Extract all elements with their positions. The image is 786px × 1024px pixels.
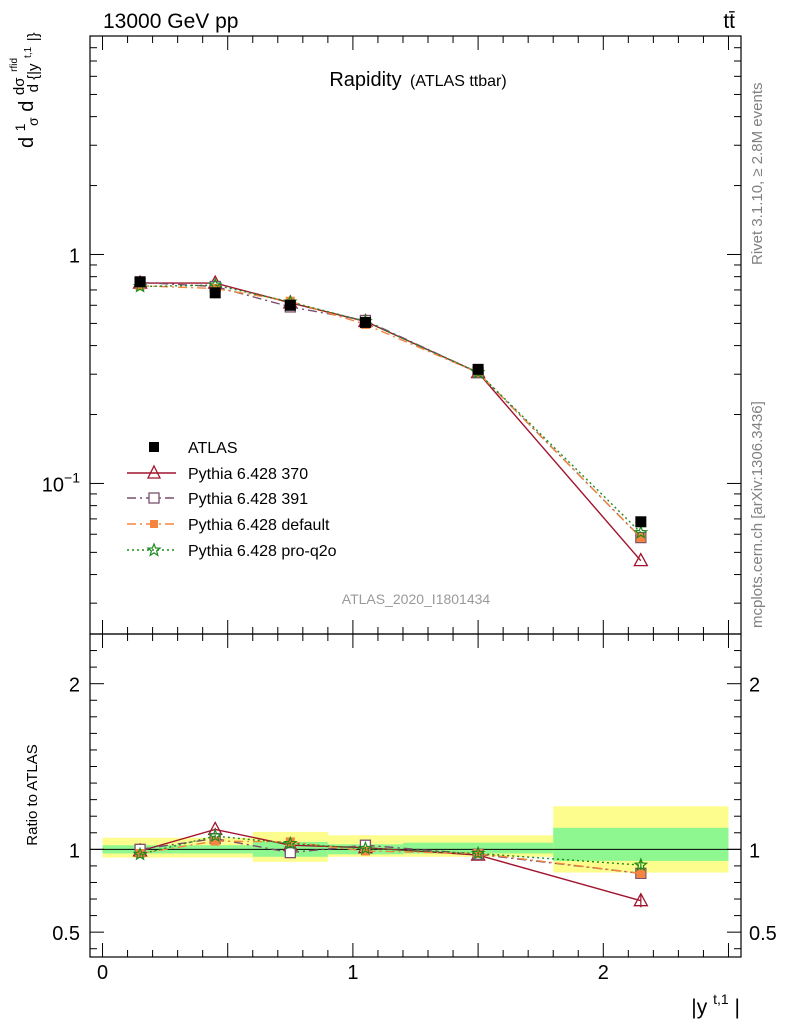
point-pythia-6-428-pro-q2o-5: [633, 524, 649, 539]
ylabel-d1: d: [16, 137, 38, 148]
ratio-point-pythia-6-428-pro-q2o-5: [633, 857, 649, 872]
ratio-y-tick-label-right-1: 1: [749, 840, 760, 862]
legend-entry-pythia-default: Pythia 6.428 default: [127, 517, 330, 534]
plot-frames: [89, 35, 742, 958]
xlabel-base: |y: [691, 996, 707, 1019]
legend-marker-pythia-pro-q2o: [146, 542, 162, 557]
ylabel-t1: t,1: [23, 46, 34, 58]
main-y-tick-base-1: 1: [69, 245, 80, 267]
legend-label-pythia-pro-q2o: Pythia 6.428 pro-q2o: [188, 543, 337, 560]
point-pythia-6-428-370-5: [633, 552, 649, 567]
x-tick-label-1: 1: [347, 962, 358, 984]
legend-entry-pythia-pro-q2o: Pythia 6.428 pro-q2o: [127, 542, 337, 560]
ratio-point-pythia-6-428-pro-q2o-3: [358, 840, 373, 855]
ratio-y-tick-label-right-0: 0.5: [749, 923, 777, 945]
point-atlas-5: [635, 516, 647, 528]
legend-label-pythia-default: Pythia 6.428 default: [188, 517, 330, 534]
ratio-series: [132, 821, 649, 908]
ratio-y-tick-label-left-1: 1: [69, 840, 80, 862]
main-y-tick-base-0: 10: [42, 474, 64, 496]
ylabel-d2: d: [16, 101, 38, 112]
ratio-point-pythia-6-428-default-5: [636, 868, 646, 878]
legend-entry-pythia-370: Pythia 6.428 370: [127, 464, 308, 483]
ylabel-dy: d {|y: [25, 63, 42, 92]
ylabel-sigma: σ: [25, 117, 41, 126]
main-y-tick-label-0: 10−1: [42, 469, 80, 496]
main-series: [132, 274, 649, 567]
ylabel-dsigma: dσ: [11, 77, 28, 95]
legend-marker-pythia-391: [148, 492, 160, 504]
title-sub: (ATLAS ttbar): [410, 73, 507, 90]
series-line-pythia-6-428-default: [140, 285, 642, 539]
main-y-axis-label: d 1 σ d dσ rfid d {|y t,1 |}: [0, 32, 43, 148]
main-title: Rapidity (ATLAS ttbar): [329, 69, 506, 91]
legend-entry-pythia-391: Pythia 6.428 391: [127, 491, 308, 508]
x-axis-label: |y t,1 |: [691, 986, 740, 1019]
legend-entry-atlas: ATLAS: [149, 440, 238, 457]
ylabel-text: d 1 σ d dσ rfid d {|y t,1 |}: [0, 32, 43, 148]
ratio-point-pythia-6-428-pro-q2o-2: [283, 835, 298, 850]
ratio-y-tick-label-left-0: 0.5: [52, 923, 80, 945]
ratio-point-pythia-6-428-pro-q2o-4: [470, 845, 486, 860]
ratio-point-pythia-6-428-default-1: [210, 836, 220, 846]
point-atlas-1: [209, 287, 221, 299]
ylabel-rfid: rfid: [9, 58, 20, 72]
legend-marker-pythia-370: [146, 464, 162, 479]
point-atlas-3: [359, 316, 371, 328]
point-atlas-0: [134, 276, 146, 288]
ylabel-one: 1: [12, 123, 28, 131]
mcplots-reference-text: mcplots.cern.ch [arXiv:1306.3436]: [749, 401, 766, 628]
analysis-id-label: ATLAS_2020_I1801434: [342, 591, 491, 607]
ratio-point-pythia-6-428-pro-q2o-1: [207, 828, 223, 843]
series-atlas: [134, 276, 647, 528]
ratio-point-pythia-6-428-391-2: [284, 846, 296, 859]
legend-label-pythia-370: Pythia 6.428 370: [188, 466, 308, 483]
legend-label-atlas: ATLAS: [188, 440, 238, 457]
ratio-y-tick-label-left-2: 2: [69, 675, 80, 697]
ratio-inner-band-5: [553, 827, 729, 861]
x-tick-label-0: 0: [97, 962, 108, 984]
ratio-line-pythia-6-428-default: [139, 840, 641, 875]
legend-label-pythia-391: Pythia 6.428 391: [188, 491, 308, 508]
series-line-pythia-6-428-pro-q2o: [140, 284, 642, 534]
ratio-line-pythia-6-428-pro-q2o: [139, 835, 641, 866]
ratio-y-axis-label: Ratio to ATLAS: [24, 744, 41, 845]
ylabel-close: |}: [25, 32, 42, 41]
ratio-point-pythia-6-428-370-5: [633, 892, 649, 907]
point-atlas-2: [284, 299, 296, 311]
point-pythia-6-428-default-5: [636, 533, 646, 543]
title-main: Rapidity: [329, 69, 401, 91]
legend-marker-atlas: [149, 442, 159, 452]
legend-marker-pythia-default: [150, 520, 158, 528]
xlabel-sup: t,1: [713, 991, 729, 1007]
process-label: tt̄: [723, 10, 735, 33]
ratio-series-pythia-6-428-pro-q2o: [132, 828, 649, 872]
ratio-point-pythia-6-428-pro-q2o-0: [132, 846, 148, 861]
energy-label: 13000 GeV pp: [103, 10, 238, 33]
ratio-plot-frame: [89, 633, 742, 958]
main-y-tick-exp-0: −1: [64, 469, 80, 485]
rivet-version-text: Rivet 3.1.10, ≥ 2.8M events: [749, 83, 766, 266]
x-tick-label-2: 2: [598, 962, 609, 984]
ratio-uncertainty-bands: [102, 806, 729, 873]
main-y-tick-label-1: 1: [69, 245, 80, 267]
axis-ticks: 10−110 1 20.5 0.51 12 2: [42, 35, 777, 984]
point-atlas-4: [472, 363, 484, 375]
series-line-pythia-6-428-391: [140, 281, 642, 539]
xlabel-close: |: [735, 996, 740, 1019]
ratio-y-tick-label-right-2: 2: [749, 675, 760, 697]
legend: ATLAS Pythia 6.428 370 Pythia 6.428 391 …: [127, 440, 337, 560]
